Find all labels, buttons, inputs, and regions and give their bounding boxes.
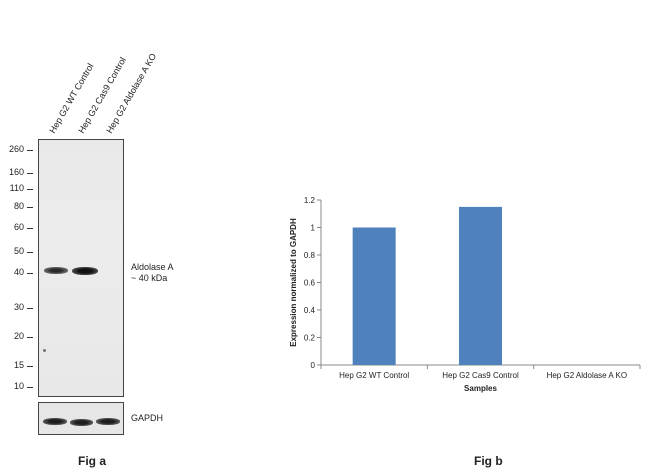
fig-a-caption: Fig a (78, 454, 107, 468)
mw-tick-label: 110 (9, 183, 24, 193)
mw-tick-line (27, 308, 33, 309)
mw-tick-label: 260 (8, 144, 24, 154)
fig-b-caption: Fig b (474, 454, 503, 468)
mw-tick-line (27, 228, 33, 229)
x-tick-label: Hep G2 WT Control (339, 371, 409, 380)
mw-tick-line (27, 189, 33, 190)
mw-tick-line (27, 366, 33, 367)
mw-tick-label: 80 (13, 201, 24, 211)
mw-tick-label: 60 (13, 222, 24, 232)
y-tick-label: 0.8 (304, 251, 316, 260)
y-tick-label: 1 (311, 224, 316, 233)
x-tick-label: Hep G2 Cas9 Control (442, 371, 519, 380)
mw-tick-label: 10 (13, 381, 24, 391)
y-tick-label: 0.4 (304, 306, 316, 315)
mw-tick-line (27, 207, 33, 208)
aldolase-band-name: Aldolase A (131, 262, 174, 272)
gapdh-blot-image (38, 402, 124, 435)
mw-tick-line (27, 387, 33, 388)
mw-tick-line (27, 273, 33, 274)
x-axis-title: Samples (464, 384, 497, 393)
blot-speck (43, 349, 46, 352)
aldolase-blot-image (38, 139, 124, 397)
gapdh-band-wt (43, 418, 67, 425)
y-tick-label: 1.2 (304, 196, 316, 205)
x-tick-label: Hep G2 Aldolase A KO (547, 371, 628, 380)
mw-tick-label: 50 (13, 246, 24, 256)
mw-tick-line (27, 150, 33, 151)
y-tick-label: 0.6 (304, 279, 316, 288)
mw-tick-label: 15 (13, 360, 24, 370)
y-tick-label: 0 (311, 361, 316, 370)
bar (352, 227, 396, 365)
bar (459, 206, 502, 365)
gapdh-band-cas9 (70, 419, 93, 426)
mw-tick-label: 160 (8, 167, 24, 177)
gapdh-band-ko (96, 418, 120, 425)
mw-tick-line (27, 337, 33, 338)
blot-band-wt (44, 267, 68, 274)
aldolase-band-label: Aldolase A ~ 40 kDa (131, 262, 174, 284)
mw-tick-line (27, 173, 33, 174)
blot-band-cas9 (72, 267, 98, 275)
mw-tick-label: 40 (13, 267, 24, 277)
aldolase-band-size: ~ 40 kDa (131, 273, 168, 283)
gapdh-label: GAPDH (131, 413, 164, 423)
mw-tick-line (27, 252, 33, 253)
mw-tick-label: 30 (13, 302, 24, 312)
mw-tick-label: 20 (13, 331, 24, 341)
y-axis-title: Expression normalized to GAPDH (289, 218, 298, 347)
y-tick-label: 0.2 (304, 334, 316, 343)
